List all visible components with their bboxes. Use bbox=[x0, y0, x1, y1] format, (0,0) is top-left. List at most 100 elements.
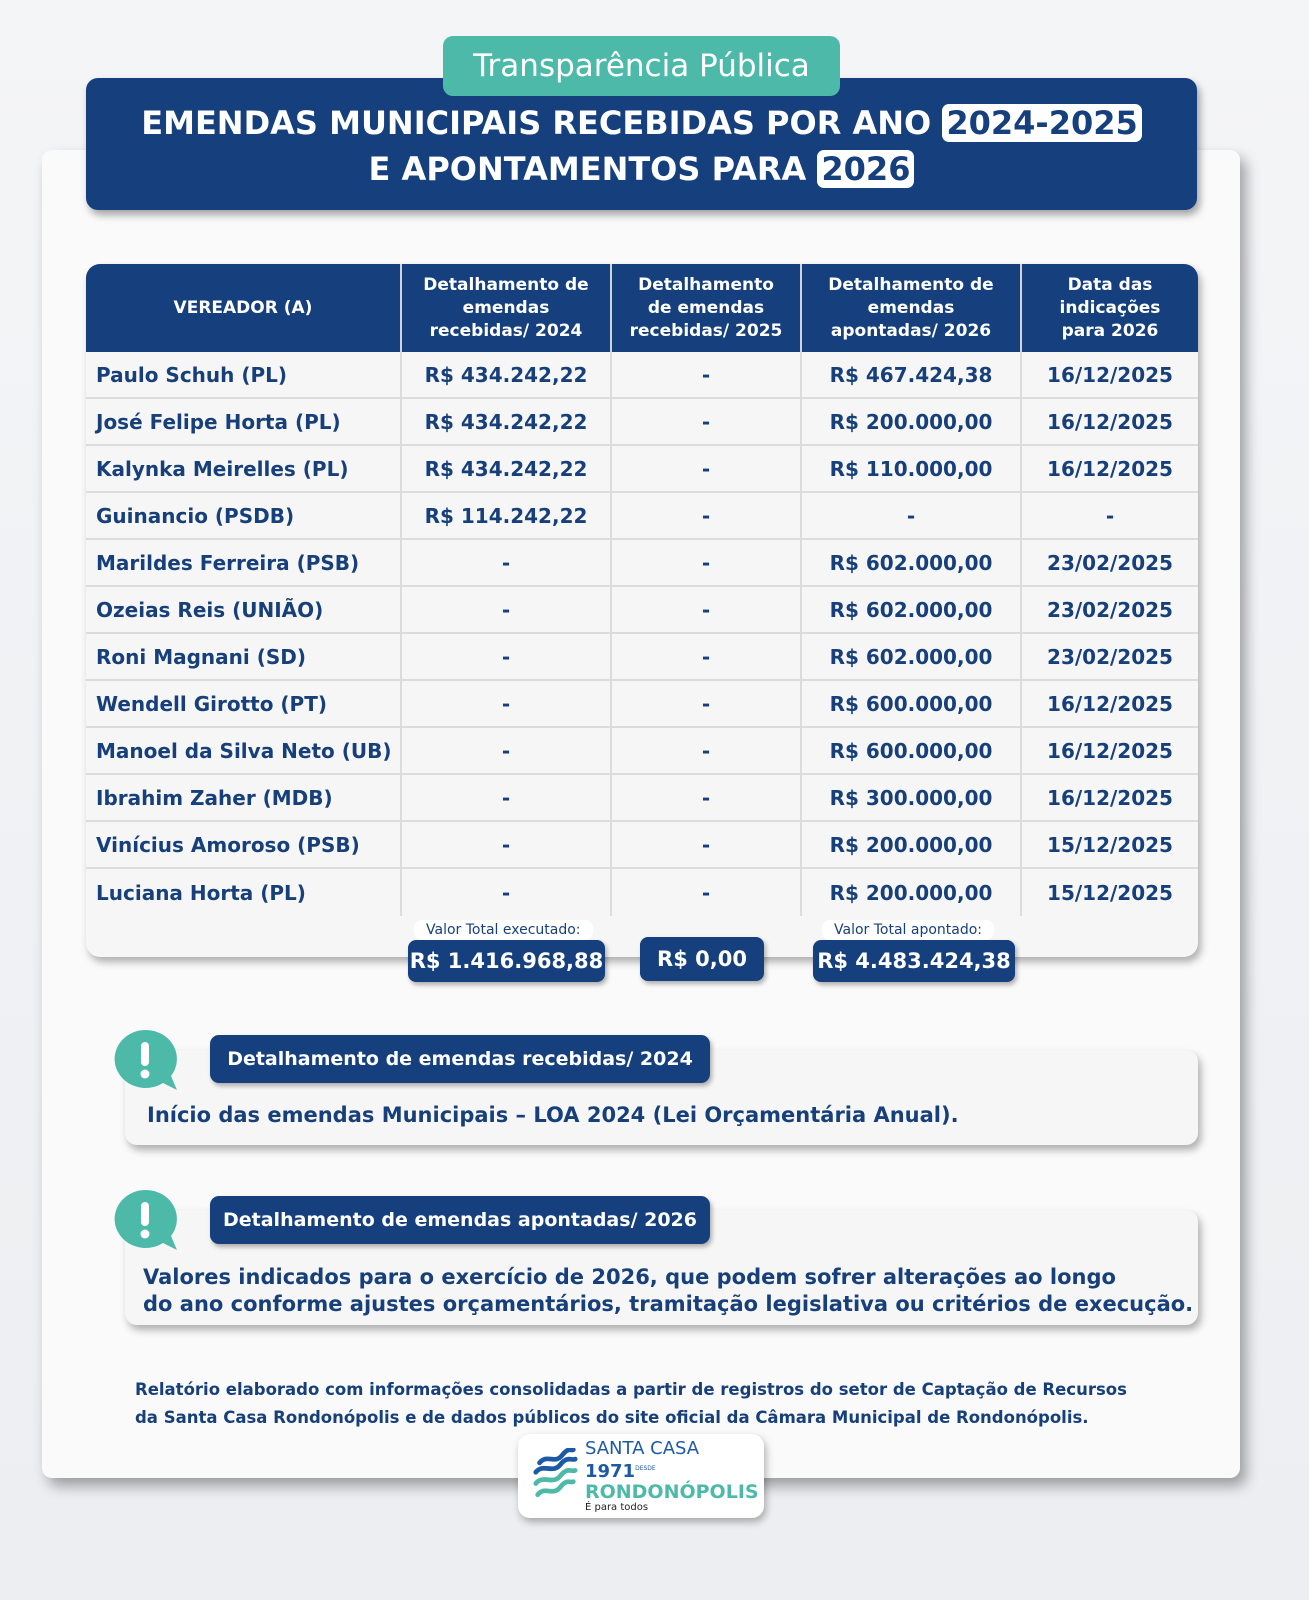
table-row: Roni Magnani (SD) - - R$ 602.000,00 23/02/20… bbox=[86, 634, 1198, 681]
table-cell: R$ 600.000,00 bbox=[802, 728, 1022, 773]
note-title: Detalhamento de emendas recebidas/ 2024 bbox=[210, 1035, 710, 1083]
logo-since: DESDE bbox=[635, 1464, 656, 1472]
table-cell: - bbox=[612, 822, 802, 867]
title-line1: EMENDAS MUNICIPAIS RECEBIDAS POR ANO bbox=[141, 104, 932, 142]
table-cell: R$ 434.242,22 bbox=[402, 399, 612, 444]
col-header: VEREADOR (A) bbox=[86, 264, 402, 352]
table-row: Ozeias Reis (UNIÃO) - - R$ 602.000,00 23/02/… bbox=[86, 587, 1198, 634]
note-title: Detalhamento de emendas apontadas/ 2026 bbox=[210, 1196, 710, 1244]
table-cell: 15/12/2025 bbox=[1047, 832, 1173, 857]
logo-name1: SANTA CASA bbox=[584, 1437, 700, 1459]
table-cell: - bbox=[612, 399, 802, 444]
table-cell: R$ 114.242,22 bbox=[402, 493, 612, 538]
table-cell: 23/02/2025 bbox=[1047, 597, 1173, 622]
table-cell: - bbox=[402, 634, 612, 679]
table-cell: 16/12/2025 bbox=[1047, 456, 1173, 481]
title-line2: E APONTAMENTOS PARA bbox=[368, 150, 807, 188]
table-cell: Guinancio (PSDB) bbox=[86, 493, 402, 538]
note-text: Valores indicados para o exercício de 20… bbox=[143, 1265, 1116, 1289]
table-cell: R$ 300.000,00 bbox=[802, 775, 1022, 820]
table-cell: 15/12/2025 bbox=[1047, 880, 1173, 905]
table-cell: Vinícius Amoroso (PSB) bbox=[86, 822, 402, 867]
table-cell: - bbox=[402, 869, 612, 916]
table-cell: Luciana Horta (PL) bbox=[86, 869, 402, 916]
table-cell: - bbox=[402, 775, 612, 820]
table-cell: - bbox=[612, 352, 802, 397]
table-row: Ibrahim Zaher (MDB) - - R$ 300.000,00 16/12/… bbox=[86, 775, 1198, 822]
table-cell: Ozeias Reis (UNIÃO) bbox=[86, 587, 402, 632]
table-row: Wendell Girotto (PT) - - R$ 600.000,00 16/12… bbox=[86, 681, 1198, 728]
table-cell: - bbox=[612, 493, 802, 538]
col-header: Detalhamento de emendas recebidas/ 2025 bbox=[612, 264, 802, 352]
total-2025: R$ 0,00 bbox=[640, 937, 764, 981]
table-cell: - bbox=[612, 446, 802, 491]
table-row: Kalynka Meirelles (PL) R$ 434.242,22- R$ 1… bbox=[86, 446, 1198, 493]
table-cell: R$ 434.242,22 bbox=[402, 352, 612, 397]
table-cell: R$ 602.000,00 bbox=[802, 587, 1022, 632]
title-year1: 2024-2025 bbox=[942, 104, 1142, 142]
santa-casa-logo: SANTA CASA 1971DESDE RONDONÓPOLIS É para… bbox=[518, 1434, 764, 1518]
transparency-badge: Transparência Pública bbox=[443, 36, 840, 96]
footer-line: Relatório elaborado com informações cons… bbox=[135, 1380, 1127, 1399]
page-title: EMENDAS MUNICIPAIS RECEBIDAS POR ANO 202… bbox=[86, 78, 1197, 210]
table-row: Vinícius Amoroso (PSB) - - R$ 200.000,00 15/… bbox=[86, 822, 1198, 869]
table-cell: Paulo Schuh (PL) bbox=[86, 352, 402, 397]
col-header: Detalhamento de emendas recebidas/ 2024 bbox=[402, 264, 612, 352]
table-cell: - bbox=[612, 587, 802, 632]
note-text: Início das emendas Municipais – LOA 2024… bbox=[147, 1103, 959, 1127]
table-row: Guinancio (PSDB) R$ 114.242,22- - - bbox=[86, 493, 1198, 540]
table-cell: - bbox=[612, 540, 802, 585]
table-cell: Wendell Girotto (PT) bbox=[86, 681, 402, 726]
footer-source: Relatório elaborado com informações cons… bbox=[135, 1376, 1127, 1432]
footer-line: da Santa Casa Rondonópolis e de dados pú… bbox=[135, 1408, 1089, 1427]
logo-name2: RONDONÓPOLIS bbox=[584, 1480, 759, 1503]
logo-tagline: É para todos bbox=[584, 1501, 649, 1513]
col-header: Data das indicações para 2026 bbox=[1059, 274, 1161, 341]
table-cell: 23/02/2025 bbox=[1047, 644, 1173, 669]
table-row: José Felipe Horta (PL) R$ 434.242,22- R$ 2… bbox=[86, 399, 1198, 446]
table-row: Paulo Schuh (PL) R$ 434.242,22- R$ 467.424… bbox=[86, 352, 1198, 399]
table-row: Manoel da Silva Neto (UB) - - R$ 600.000,00… bbox=[86, 728, 1198, 775]
table-cell: 16/12/2025 bbox=[1047, 362, 1173, 387]
table-cell: - bbox=[402, 681, 612, 726]
table-cell: Ibrahim Zaher (MDB) bbox=[86, 775, 402, 820]
table-header: VEREADOR (A) Detalhamento de emendas rec… bbox=[86, 264, 1198, 352]
table-cell: Marildes Ferreira (PSB) bbox=[86, 540, 402, 585]
table-cell: - bbox=[402, 728, 612, 773]
table-cell: - bbox=[402, 822, 612, 867]
table-row: Luciana Horta (PL) - - R$ 200.000,00 15/12/2… bbox=[86, 869, 1198, 916]
logo-year: 1971 bbox=[584, 1460, 636, 1482]
table-cell: José Felipe Horta (PL) bbox=[86, 399, 402, 444]
total-executed-label: Valor Total executado: bbox=[414, 920, 593, 940]
table-cell: - bbox=[612, 869, 802, 916]
table-cell: Roni Magnani (SD) bbox=[86, 634, 402, 679]
amendments-table: VEREADOR (A) Detalhamento de emendas rec… bbox=[86, 264, 1198, 957]
table-cell: - bbox=[612, 681, 802, 726]
waves-logo-icon bbox=[533, 1448, 578, 1498]
table-cell: 16/12/2025 bbox=[1047, 738, 1173, 763]
table-cell: Kalynka Meirelles (PL) bbox=[86, 446, 402, 491]
table-cell: R$ 200.000,00 bbox=[802, 869, 1022, 916]
total-executed: R$ 1.416.968,88 bbox=[408, 940, 605, 982]
table-cell: - bbox=[402, 540, 612, 585]
table-cell: - bbox=[612, 728, 802, 773]
table-cell: R$ 434.242,22 bbox=[402, 446, 612, 491]
table-cell: 16/12/2025 bbox=[1047, 785, 1173, 810]
table-cell: R$ 602.000,00 bbox=[802, 634, 1022, 679]
table-cell: R$ 200.000,00 bbox=[802, 399, 1022, 444]
table-cell: - bbox=[1105, 503, 1115, 528]
table-cell: Manoel da Silva Neto (UB) bbox=[86, 728, 402, 773]
table-cell: 16/12/2025 bbox=[1047, 691, 1173, 716]
title-year2: 2026 bbox=[817, 150, 915, 188]
total-pointed: R$ 4.483.424,38 bbox=[813, 940, 1015, 982]
table-cell: R$ 110.000,00 bbox=[802, 446, 1022, 491]
table-cell: R$ 200.000,00 bbox=[802, 822, 1022, 867]
col-header: Detalhamento de emendas apontadas/ 2026 bbox=[802, 264, 1022, 352]
total-pointed-label: Valor Total apontado: bbox=[822, 920, 995, 940]
table-row: Marildes Ferreira (PSB) - - R$ 602.000,00 23… bbox=[86, 540, 1198, 587]
table-cell: - bbox=[402, 587, 612, 632]
table-cell: 16/12/2025 bbox=[1047, 409, 1173, 434]
table-cell: - bbox=[612, 775, 802, 820]
table-cell: R$ 467.424,38 bbox=[802, 352, 1022, 397]
table-cell: R$ 600.000,00 bbox=[802, 681, 1022, 726]
